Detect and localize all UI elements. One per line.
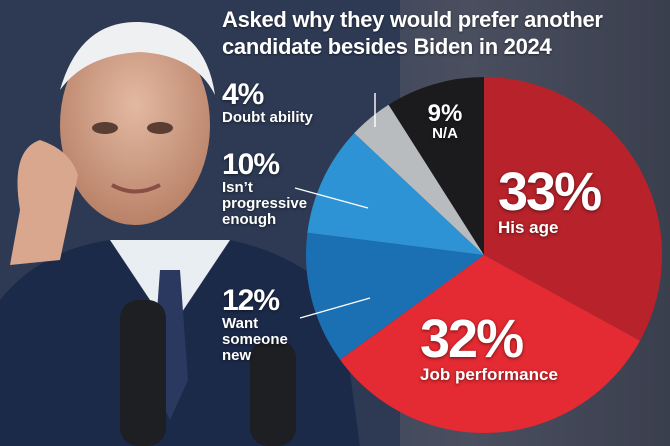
label-want-someone-new: 12% Want someone new xyxy=(222,286,288,364)
hair xyxy=(60,21,215,95)
category-label-isnt-progressive-2: progressive xyxy=(222,195,308,212)
category-label-his-age: His age xyxy=(498,218,559,237)
value-label-isnt-progressive: 10% xyxy=(222,148,280,181)
category-label-isnt-progressive-1: Isn’t xyxy=(222,179,253,196)
pie-slice-doubt-ability xyxy=(354,104,484,256)
label-his-age: 33% His age xyxy=(498,162,602,237)
pie-slice-job-performance xyxy=(339,255,640,434)
pie-slice-isn-t-progressive-enough xyxy=(307,133,484,255)
pie-slice-his-age xyxy=(484,77,662,341)
category-label-isnt-progressive-3: enough xyxy=(222,211,277,228)
label-na: 9% N/A xyxy=(422,102,468,142)
microphone-right xyxy=(250,340,296,446)
label-job-performance: 32% Job performance xyxy=(420,312,558,384)
category-label-want-someone-new-3: new xyxy=(222,347,252,364)
mouth xyxy=(111,183,161,194)
left-eye xyxy=(92,122,118,134)
chart-title: Asked why they would prefer another cand… xyxy=(222,7,603,59)
category-label-doubt-ability: Doubt ability xyxy=(222,109,313,126)
value-label-his-age: 33% xyxy=(498,162,602,222)
label-doubt-ability: 4% Doubt ability xyxy=(222,80,313,126)
category-label-job-performance: Job performance xyxy=(420,365,558,384)
pie-slice-want-someone-new xyxy=(305,232,484,360)
right-eye xyxy=(147,122,173,134)
category-label-want-someone-new-2: someone xyxy=(222,331,288,348)
value-label-job-performance: 32% xyxy=(420,309,524,369)
label-isnt-progressive: 10% Isn’t progressive enough xyxy=(222,150,307,228)
pie-slice-n-a xyxy=(388,77,484,255)
leader-line-isnt-progressive xyxy=(294,187,369,209)
hand xyxy=(10,140,78,265)
category-label-na: N/A xyxy=(432,125,458,142)
microphone-left xyxy=(120,300,166,446)
face xyxy=(60,25,210,225)
leader-line-want-someone-new xyxy=(299,297,371,319)
leader-lines xyxy=(294,93,376,319)
value-label-na: 9% xyxy=(427,100,463,127)
category-label-want-someone-new-1: Want xyxy=(222,315,259,332)
pie-slices xyxy=(305,77,662,434)
value-label-want-someone-new: 12% xyxy=(222,284,280,317)
value-label-doubt-ability: 4% xyxy=(222,78,264,111)
